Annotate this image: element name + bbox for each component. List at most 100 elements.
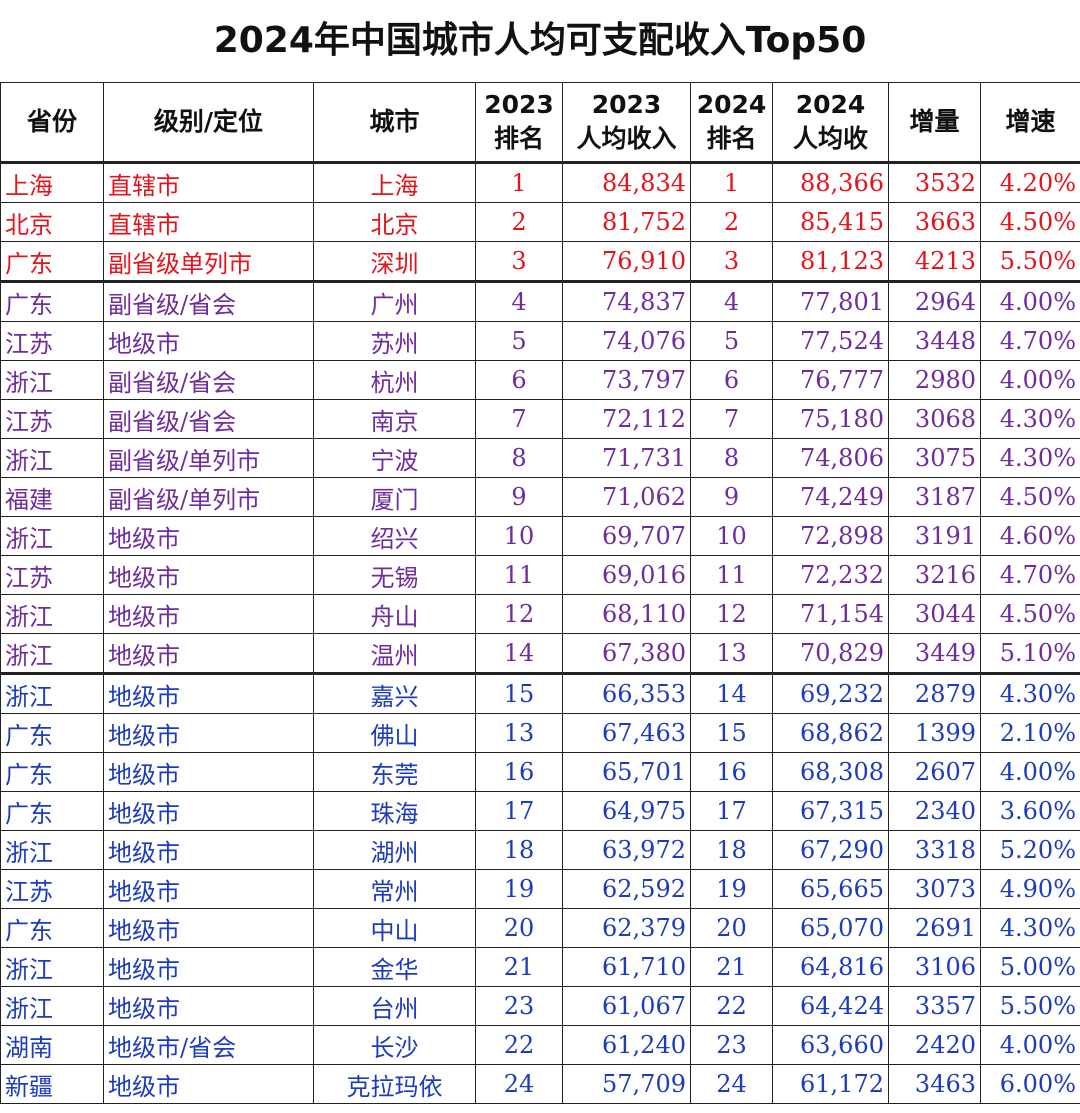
cell: 地级市 [103, 555, 314, 595]
cell: 浙江 [0, 594, 104, 634]
cell: 11 [475, 555, 563, 595]
cell: 4.00% [980, 1025, 1080, 1065]
cell: 20 [475, 908, 563, 948]
cell: 厦门 [313, 477, 476, 517]
cell: 福建 [0, 477, 104, 517]
cell: 浙江 [0, 438, 104, 478]
cell: 2 [475, 202, 563, 242]
table-row: 浙江 地级市 湖州 18 63,972 18 67,290 3318 5.20% [0, 830, 1080, 870]
cell: 74,076 [562, 321, 691, 361]
cell: 江苏 [0, 321, 104, 361]
cell: 3 [690, 241, 773, 282]
header-row: 省份 级别/定位 城市 2023 排名 2023 人均收入 2024 排名 2024 人均收 增量 增速 [0, 82, 1080, 163]
cell: 5 [690, 321, 773, 361]
cell: 57,709 [562, 1064, 691, 1104]
cell: 浙江 [0, 830, 104, 870]
cell: 克拉玛依 [313, 1064, 476, 1104]
cell: 66,353 [562, 672, 691, 714]
cell: 21 [690, 947, 773, 987]
cell: 64,816 [772, 947, 889, 987]
cell: 副省级/单列市 [103, 438, 314, 478]
cell: 64,975 [562, 791, 691, 831]
cell: 76,910 [562, 241, 691, 282]
cell: 72,112 [562, 399, 691, 439]
cell: 67,463 [562, 713, 691, 753]
cell: 中山 [313, 908, 476, 948]
cell: 东莞 [313, 752, 476, 792]
cell: 64,424 [772, 986, 889, 1026]
cell: 74,806 [772, 438, 889, 478]
cell: 1399 [888, 713, 981, 753]
header-cell: 省份 [0, 82, 104, 163]
header-text: 排名 [493, 124, 544, 153]
table-row: 广东 地级市 珠海 17 64,975 17 67,315 2340 3.60% [0, 791, 1080, 831]
cell: 16 [690, 752, 773, 792]
cell: 67,290 [772, 830, 889, 870]
cell: 江苏 [0, 555, 104, 595]
cell: 北京 [313, 202, 476, 242]
cell: 3044 [888, 594, 981, 634]
cell: 3318 [888, 830, 981, 870]
cell: 长沙 [313, 1025, 476, 1065]
cell: 宁波 [313, 438, 476, 478]
cell: 72,898 [772, 516, 889, 556]
table-row: 福建 副省级/单列市 厦门 9 71,062 9 74,249 3187 4.50% [0, 477, 1080, 517]
header-text: 人均收 [792, 124, 868, 153]
cell: 3191 [888, 516, 981, 556]
cell: 地级市 [103, 633, 314, 674]
header-text: 2023 [591, 90, 662, 119]
cell: 3075 [888, 438, 981, 478]
cell: 4.30% [980, 908, 1080, 948]
header-text: 2023 [484, 90, 554, 119]
cell: 珠海 [313, 791, 476, 831]
cell: 61,067 [562, 986, 691, 1026]
cell: 74,249 [772, 477, 889, 517]
cell: 广东 [0, 752, 104, 792]
cell: 21 [475, 947, 563, 987]
cell: 无锡 [313, 555, 476, 595]
cell: 5.00% [980, 947, 1080, 987]
cell: 62,592 [562, 869, 691, 909]
header-cell: 2024 排名 [690, 82, 773, 163]
cell: 61,240 [562, 1025, 691, 1065]
cell: 地级市 [103, 713, 314, 753]
cell: 77,801 [772, 280, 889, 322]
cell: 4213 [888, 241, 981, 282]
cell: 上海 [313, 161, 476, 203]
cell: 8 [475, 438, 563, 478]
cell: 14 [690, 672, 773, 714]
cell: 5.50% [980, 241, 1080, 282]
cell: 3449 [888, 633, 981, 674]
cell: 直辖市 [103, 161, 314, 203]
table-row: 浙江 地级市 嘉兴 15 66,353 14 69,232 2879 4.30% [0, 672, 1080, 714]
cell: 63,972 [562, 830, 691, 870]
cell: 副省级单列市 [103, 241, 314, 282]
cell: 17 [475, 791, 563, 831]
cell: 苏州 [313, 321, 476, 361]
income-table: 省份 级别/定位 城市 2023 排名 2023 人均收入 2024 排名 2024 人均收 增量 增速… [0, 82, 1080, 1104]
cell: 12 [475, 594, 563, 634]
cell: 副省级/单列市 [103, 477, 314, 517]
cell: 江苏 [0, 869, 104, 909]
cell: 81,752 [562, 202, 691, 242]
cell: 4.50% [980, 202, 1080, 242]
cell: 3 [475, 241, 563, 282]
table-row: 广东 地级市 佛山 13 67,463 15 68,862 1399 2.10% [0, 713, 1080, 753]
cell: 11 [690, 555, 773, 595]
cell: 3357 [888, 986, 981, 1026]
cell: 4.50% [980, 477, 1080, 517]
cell: 4.30% [980, 438, 1080, 478]
cell: 13 [475, 713, 563, 753]
cell: 62,379 [562, 908, 691, 948]
table-row: 江苏 地级市 苏州 5 74,076 5 77,524 3448 4.70% [0, 321, 1080, 361]
cell: 3448 [888, 321, 981, 361]
cell: 7 [475, 399, 563, 439]
cell: 副省级/省会 [103, 280, 314, 322]
cell: 浙江 [0, 986, 104, 1026]
cell: 浙江 [0, 672, 104, 714]
cell: 71,062 [562, 477, 691, 517]
cell: 杭州 [313, 360, 476, 400]
table-body: 上海 直辖市 上海 1 84,834 1 88,366 3532 4.20% 北京 直辖市 北京 2 81… [0, 161, 1080, 1104]
cell: 17 [690, 791, 773, 831]
cell: 68,110 [562, 594, 691, 634]
